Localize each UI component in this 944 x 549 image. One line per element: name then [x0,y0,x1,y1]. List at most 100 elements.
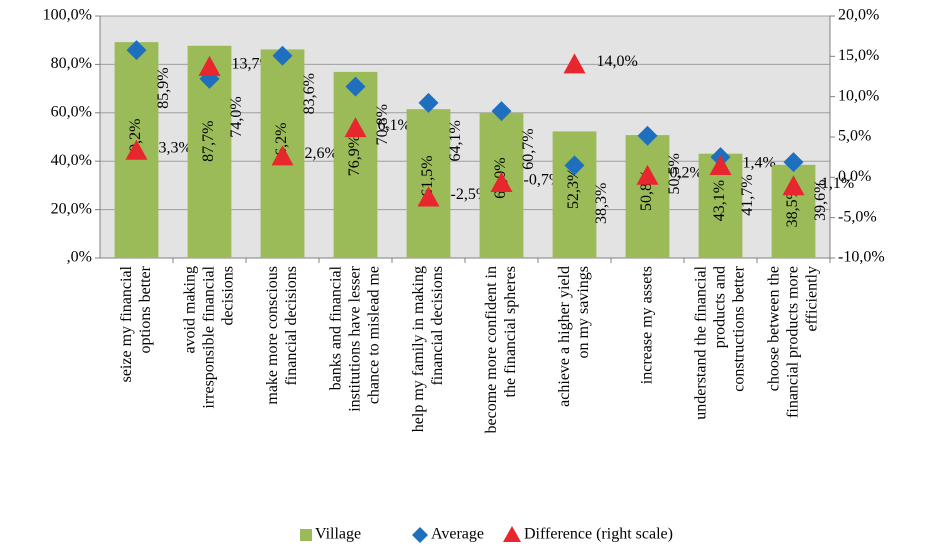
bar-label: 76,9% [346,135,363,176]
bar-label: 61,5% [419,155,436,196]
x-tick-label-line: institutions have lesser [346,265,363,411]
x-tick-label-line: chance to mislead me [365,266,382,404]
x-tick-label: understand the financial products and cons… [692,265,747,419]
difference-marker [198,55,221,76]
y2-tick-label: 5,0% [838,128,871,145]
average-label: 70,8% [374,104,391,145]
x-tick-label-line: on my savings [575,266,592,358]
x-tick-label-line: help my family in making [410,266,427,432]
x-tick-label-line: choose between the [765,266,782,391]
difference-label: 1,4% [743,155,776,172]
average-label: 85,9% [155,67,172,108]
difference-label: 0,2% [670,164,703,181]
legend-swatch [300,529,312,541]
average-marker [491,101,512,122]
y2-tick-label: 15,0% [838,47,879,64]
bar [625,135,670,258]
y-tick-label: 80,0% [51,55,92,72]
x-tick-label: become more confident in the financial sp… [483,266,519,434]
bar [333,71,378,258]
average-label: 38,3% [593,183,610,224]
difference-label: -1,1% [816,175,855,192]
y2-tick-label: 20,0% [838,7,879,24]
legend-label: Average [431,526,484,543]
x-tick-label-line: increase my assets [638,266,655,384]
difference-label: 3,3% [159,139,192,156]
difference-marker [782,175,805,196]
difference-label: 14,0% [597,53,638,70]
x-tick-label: increase my assets [638,266,655,384]
difference-label: -0,7% [524,172,563,189]
x-tick-label-line: products and [711,266,728,348]
x-tick-label-line: banks and financial [327,265,344,390]
y2-tick-label: 10,0% [838,87,879,104]
difference-marker [344,117,367,138]
x-tick-label-line: decisions [219,266,236,326]
average-label: 83,6% [301,73,318,114]
y-tick-label: ,0% [67,249,92,266]
legend-label: Village [315,526,361,543]
bar-label: 43,1% [711,180,728,221]
x-tick-label-line: achieve a higher yield [556,266,573,407]
average-label: 50,5% [666,153,683,194]
x-tick-label-line: avoid making [181,266,198,354]
x-tick-label-line: become more confident in [483,266,500,434]
x-tick-label-line: financial products more [784,266,801,418]
average-marker [345,76,366,97]
difference-marker [125,139,148,160]
difference-marker [636,164,659,185]
legend-swatch [412,527,428,543]
x-tick-label-line: constructions better [730,265,747,391]
x-tick-label: choose between the financial products mor… [765,266,820,418]
x-tick-label: banks and financial institutions have les… [327,265,382,411]
y-tick-label: 40,0% [51,152,92,169]
x-tick-label-line: options better [137,265,154,353]
x-tick-label: achieve a higher yield on my savings [556,266,592,407]
average-marker [637,125,658,146]
y-tick-label: 60,0% [51,103,92,120]
x-tick-label-line: irresponsible financial [200,265,217,408]
y2-tick-label: -10,0% [838,249,885,266]
bar-label: 38,5% [784,186,801,227]
x-tick-label-line: seize my financial [118,265,135,382]
average-marker [126,40,147,61]
difference-label: 6,1% [378,117,411,134]
legend-label: Difference (right scale) [524,526,673,543]
average-label: 64,1% [447,120,464,161]
average-label: 41,7% [739,174,756,215]
y2-tick-label: -5,0% [838,208,877,225]
x-tick-label-line: financial decisions [283,266,300,386]
x-tick-label-line: understand the financial [692,265,709,419]
x-tick-label-line: financial decisions [429,266,446,386]
bar [552,131,597,258]
average-marker [564,155,585,176]
difference-marker [490,171,513,192]
bar-label: 87,7% [200,121,217,162]
x-tick-label: avoid making irresponsible financial decis… [181,265,236,408]
difference-marker [563,53,586,74]
x-tick-label-line: make more conscious [264,266,281,405]
x-tick-label-line: efficiently [803,266,820,331]
difference-marker [271,145,294,166]
y2-tick-label: 0,0% [838,168,871,185]
x-tick-label: make more conscious financial decisions [264,266,300,405]
legend-swatch [503,526,521,542]
average-marker [272,45,293,66]
difference-marker [417,186,440,207]
x-tick-label: seize my financial options better [118,265,154,382]
average-marker [418,92,439,113]
average-marker [783,152,804,173]
difference-marker [709,155,732,176]
difference-label: 2,6% [305,145,338,162]
average-label: 39,6% [812,180,829,221]
x-tick-label: help my family in making financial decisi… [410,266,446,432]
x-tick-label-line: the financial spheres [502,266,519,398]
difference-label: -2,5% [451,186,490,203]
average-label: 74,0% [228,96,245,137]
y-tick-label: 100,0% [43,7,92,24]
bar-label: 52,3% [565,168,582,209]
y-tick-label: 20,0% [51,200,92,217]
bar [406,109,451,258]
average-label: 60,7% [520,128,537,169]
